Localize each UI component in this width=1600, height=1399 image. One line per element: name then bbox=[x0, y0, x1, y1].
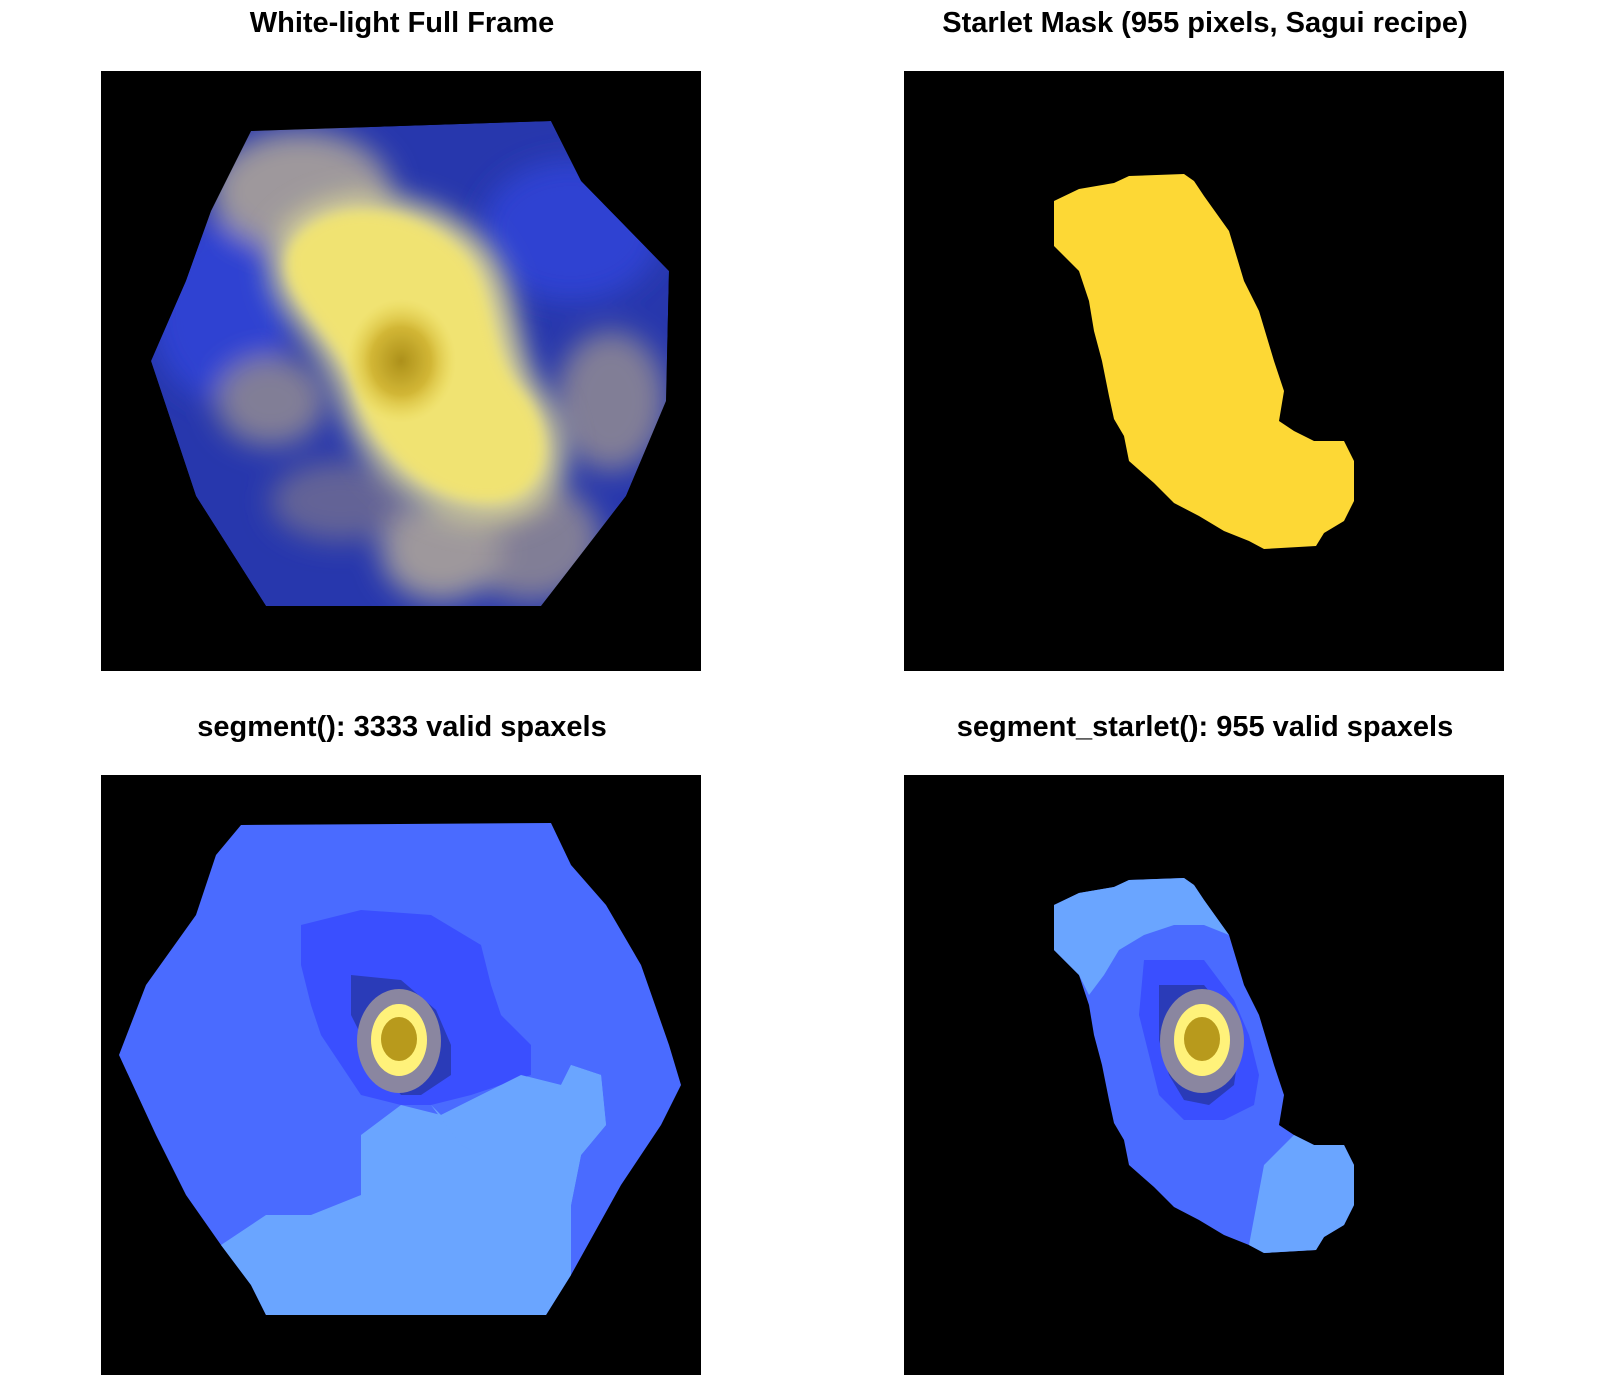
panel-title-starlet-mask: Starlet Mask (955 pixels, Sagui recipe) bbox=[942, 7, 1468, 39]
white-light-image bbox=[101, 71, 701, 671]
panel-title-segment-starlet: segment_starlet(): 955 valid spaxels bbox=[956, 711, 1454, 743]
starlet-seg-core bbox=[1184, 1017, 1220, 1061]
segment-region-core bbox=[381, 1017, 417, 1061]
starlet-mask-canvas bbox=[1054, 174, 1354, 549]
segment-starlet-canvas bbox=[1054, 878, 1354, 1253]
panel-title-white-light: White-light Full Frame bbox=[249, 7, 555, 39]
starlet-mask-image bbox=[904, 71, 1504, 671]
segment-starlet-image bbox=[904, 775, 1504, 1375]
segment-image bbox=[101, 775, 701, 1375]
starlet-mask-region bbox=[1054, 174, 1354, 549]
panel-title-segment: segment(): 3333 valid spaxels bbox=[197, 711, 607, 743]
starlet-seg-top-light bbox=[1054, 878, 1229, 995]
segment-canvas bbox=[119, 823, 681, 1315]
white-light-canvas bbox=[151, 121, 669, 606]
starlet-seg-bottom-light bbox=[1249, 1135, 1354, 1253]
